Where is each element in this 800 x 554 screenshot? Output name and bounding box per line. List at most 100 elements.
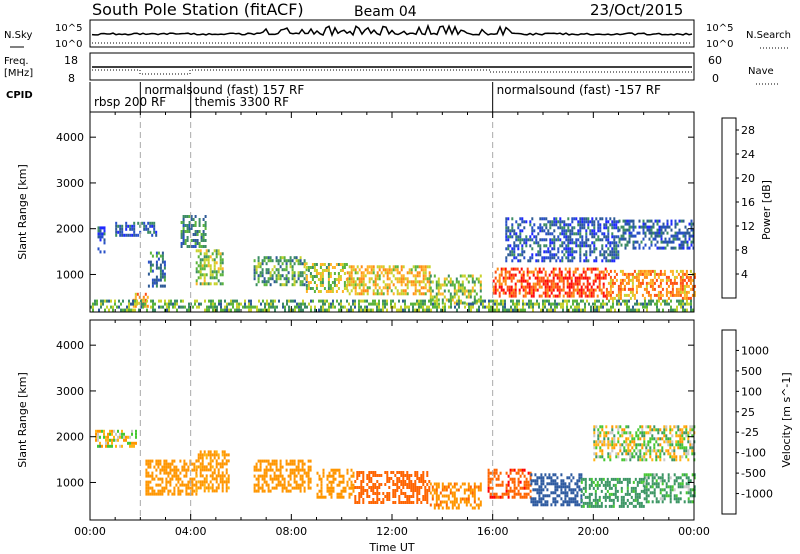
heatmap-cell [487, 486, 490, 490]
heatmap-cell [273, 471, 276, 475]
heatmap-cell [649, 284, 652, 288]
heatmap-cell [92, 302, 94, 306]
heatmap-cell [297, 483, 300, 487]
heatmap-cell [259, 486, 262, 490]
heatmap-cell [611, 223, 614, 227]
heatmap-cell [691, 293, 694, 297]
heatmap-cell [551, 256, 554, 260]
heatmap-cell [305, 280, 308, 284]
heatmap-cell [422, 274, 425, 278]
heatmap-cell [653, 272, 656, 276]
heatmap-cell [477, 485, 480, 489]
heatmap-cell [217, 471, 220, 475]
heatmap-cell [283, 483, 286, 487]
heatmap-cell [613, 223, 616, 227]
heatmap-cell [396, 292, 399, 296]
heatmap-cell [582, 477, 585, 481]
heatmap-cell [609, 269, 612, 273]
heatmap-cell [521, 471, 524, 475]
heatmap-cell [204, 245, 207, 248]
heatmap-cell [257, 259, 260, 263]
heatmap-cell [507, 495, 510, 499]
heatmap-cell [645, 482, 648, 486]
heatmap-cell [528, 285, 531, 289]
heatmap-cell [603, 256, 606, 260]
heatmap-cell [209, 474, 212, 478]
heatmap-cell [311, 266, 314, 269]
heatmap-cell [622, 237, 625, 241]
heatmap-cell [321, 281, 324, 284]
heatmap-cell [659, 488, 662, 492]
heatmap-cell [568, 291, 571, 295]
beam-label: Beam 04 [354, 4, 417, 20]
heatmap-cell [578, 302, 580, 306]
heatmap-cell [618, 477, 621, 481]
heatmap-cell [613, 220, 616, 224]
heatmap-cell [500, 288, 503, 292]
heatmap-cell [213, 453, 216, 457]
heatmap-cell [370, 477, 373, 480]
heatmap-cell [352, 302, 354, 306]
heatmap-cell [184, 242, 187, 245]
heatmap-cell [528, 299, 530, 303]
heatmap-cell [339, 269, 342, 272]
heatmap-cell [558, 279, 561, 283]
heatmap-cell [626, 308, 628, 312]
heatmap-cell [368, 277, 371, 281]
heatmap-cell [370, 265, 373, 269]
heatmap-cell [450, 305, 452, 309]
heatmap-cell [301, 280, 304, 284]
heatmap-cell [424, 286, 427, 290]
heatmap-cell [552, 491, 555, 495]
heatmap-cell [394, 501, 397, 504]
heatmap-cell [165, 462, 168, 466]
heatmap-cell [677, 500, 680, 504]
heatmap-cell [374, 501, 377, 504]
heatmap-cell [198, 242, 201, 245]
heatmap-cell [640, 501, 643, 505]
heatmap-cell [580, 473, 583, 477]
heatmap-cell [530, 285, 533, 289]
heatmap-cell [562, 302, 564, 306]
heatmap-cell [435, 482, 438, 486]
heatmap-cell [605, 220, 608, 224]
heatmap-cell [424, 480, 427, 483]
heatmap-cell [681, 479, 684, 483]
heatmap-cell [591, 217, 594, 221]
heatmap-cell [203, 264, 206, 268]
heatmap-cell [169, 480, 172, 484]
heatmap-cell [553, 223, 556, 227]
heatmap-cell [147, 462, 150, 466]
heatmap-cell [356, 477, 359, 480]
heatmap-cell [624, 501, 627, 505]
heatmap-cell [115, 224, 118, 228]
heatmap-cell [300, 305, 302, 309]
heatmap-cell [392, 489, 395, 492]
heatmap-cell [665, 494, 668, 498]
heatmap-cell [521, 468, 524, 472]
heatmap-cell [639, 272, 642, 276]
heatmap-cell [646, 305, 648, 309]
heatmap-cell [569, 223, 572, 227]
heatmap-cell [642, 305, 644, 309]
heatmap-cell [608, 504, 611, 508]
heatmap-cell [687, 500, 690, 504]
heatmap-cell [624, 228, 627, 232]
heatmap-cell [447, 506, 450, 510]
heatmap-cell [583, 217, 586, 221]
heatmap-cell [495, 492, 498, 496]
heatmap-cell [398, 292, 401, 296]
heatmap-cell [524, 291, 527, 295]
heatmap-cell [615, 244, 618, 248]
heatmap-cell [152, 299, 154, 303]
heatmap-cell [538, 494, 541, 498]
heatmap-cell [307, 269, 310, 272]
heatmap-cell [681, 272, 684, 276]
heatmap-cell [587, 220, 590, 224]
heatmap-cell [207, 462, 210, 466]
heatmap-cell [671, 290, 674, 294]
heatmap-cell [186, 230, 189, 233]
heatmap-cell [338, 471, 341, 475]
heatmap-cell [350, 305, 352, 309]
heatmap-cell [599, 238, 602, 242]
